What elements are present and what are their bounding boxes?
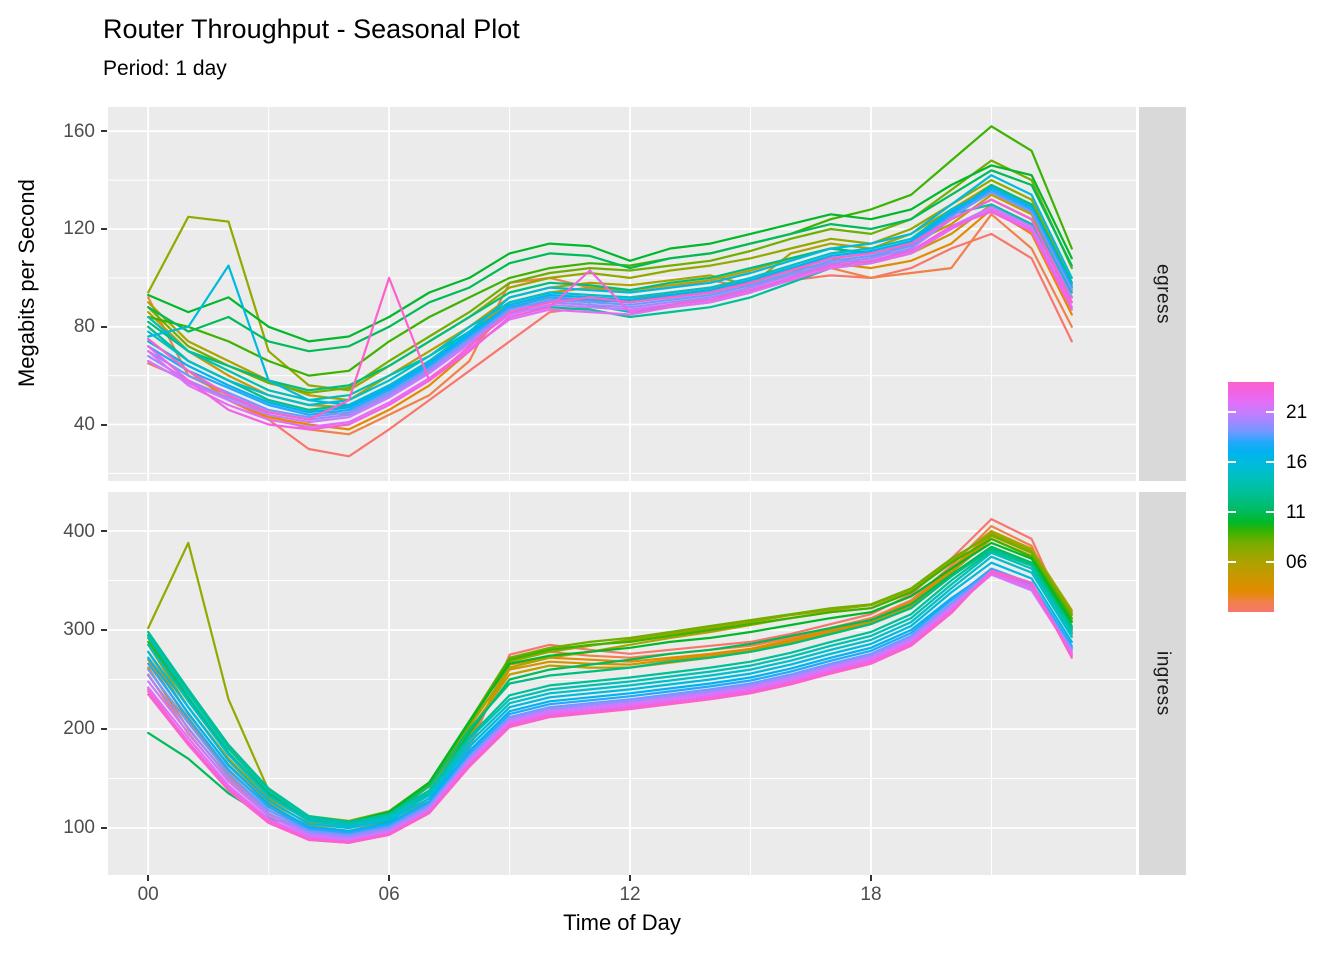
legend-tick-mark: [1228, 561, 1236, 563]
y-tick-mark: [101, 227, 107, 230]
x-tick-label: 12: [619, 884, 641, 905]
y-tick-mark: [101, 826, 107, 829]
series-line-day-11: [147, 169, 1073, 353]
legend-tick-mark: [1228, 511, 1236, 513]
y-tick-mark: [101, 325, 107, 328]
series-line-day-21: [147, 573, 1073, 840]
series-line-day-23: [147, 210, 1073, 431]
facet-plot-egress: [108, 107, 1136, 481]
series-line-day-24: [147, 569, 1073, 844]
y-tick-mark: [101, 530, 107, 532]
series-line-day-22: [147, 573, 1073, 842]
series-line-day-9: [147, 125, 1073, 377]
series-line-day-10: [147, 164, 1073, 343]
y-tick-label: 400: [63, 520, 95, 542]
x-tick-mark: [147, 875, 150, 881]
plot-title: Router Throughput - Seasonal Plot: [103, 14, 520, 44]
legend-tick-mark: [1228, 411, 1236, 413]
legend-label: 16: [1286, 451, 1308, 473]
legend-tick-mark: [1266, 461, 1274, 463]
y-axis-title: Megabits per Second: [14, 179, 39, 388]
series-line-day-24: [147, 198, 1073, 421]
facet-panel-ingress: [108, 492, 1136, 875]
facet-strip-egress-label: egress: [1152, 263, 1174, 325]
x-axis-title: Time of Day: [563, 910, 681, 935]
series-line-day-2: [147, 213, 1073, 436]
y-tick-label: 100: [63, 817, 95, 839]
series-line-day-15: [147, 555, 1073, 828]
series-line-day-22: [147, 208, 1073, 429]
y-tick-label: 120: [63, 218, 95, 240]
series-line-day-1: [147, 518, 1073, 844]
series-line-day-16: [147, 561, 1073, 830]
y-tick-mark: [101, 727, 107, 730]
legend-tick-mark: [1228, 461, 1236, 463]
series-line-day-4: [147, 203, 1073, 416]
x-tick-label: 00: [137, 884, 159, 905]
facet-strip-ingress-label: ingress: [1152, 651, 1174, 716]
x-tick-mark: [869, 875, 872, 881]
legend-colorbar: [1228, 382, 1274, 612]
y-tick-label: 300: [63, 619, 95, 641]
x-tick-mark: [388, 875, 391, 881]
facet-strip-ingress: ingress: [1139, 492, 1186, 875]
facet-strip-egress: egress: [1139, 107, 1186, 481]
series-line-day-17: [147, 186, 1073, 414]
series-line-day-13: [147, 549, 1073, 824]
series-line-day-7: [147, 178, 1073, 392]
x-tick-label: 18: [860, 884, 882, 905]
series-line-day-19: [147, 191, 1073, 419]
series-line-day-20: [147, 571, 1073, 838]
y-tick-label: 160: [63, 120, 95, 142]
legend-tick-mark: [1266, 411, 1274, 413]
legend-tick-mark: [1266, 561, 1274, 563]
series-line-day-18: [147, 567, 1073, 834]
y-tick-mark: [101, 423, 107, 426]
legend-label: 21: [1286, 401, 1308, 423]
y-tick-label: 40: [73, 414, 95, 436]
series-line-day-19: [147, 569, 1073, 836]
plot-subtitle: Period: 1 day: [103, 57, 227, 80]
legend-label: 06: [1286, 551, 1308, 573]
y-tick-mark: [101, 628, 107, 631]
series-line-day-17: [147, 569, 1073, 832]
legend-tick-mark: [1266, 511, 1274, 513]
y-tick-mark: [101, 130, 107, 133]
legend-label: 11: [1286, 501, 1306, 523]
series-line-day-15: [147, 188, 1073, 407]
facet-plot-ingress: [108, 492, 1136, 875]
y-tick-label: 80: [73, 316, 95, 338]
x-tick-mark: [629, 875, 632, 881]
x-tick-label: 06: [378, 884, 400, 905]
facet-panel-egress: [108, 107, 1136, 481]
y-tick-label: 200: [63, 718, 95, 740]
series-line-day-14: [147, 551, 1073, 826]
